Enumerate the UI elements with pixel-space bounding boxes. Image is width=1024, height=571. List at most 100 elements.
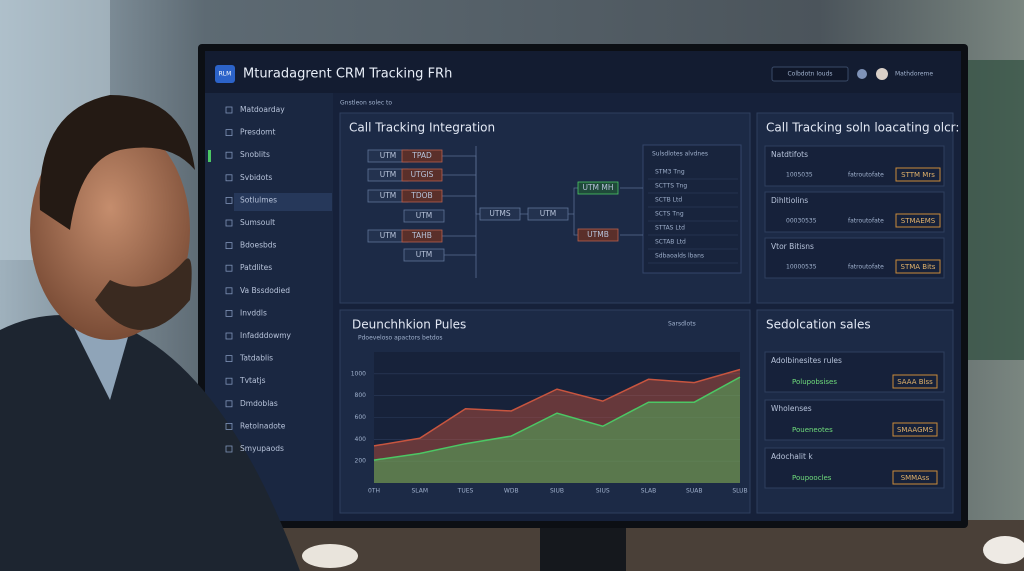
- badge: STMA Bits: [901, 263, 936, 271]
- breadcrumb: Gnstleon solec to: [340, 100, 392, 107]
- sidebar-item: Presdomt: [240, 128, 275, 137]
- sidebar-icon: [225, 355, 233, 363]
- card-value: Poueneotes: [792, 426, 833, 434]
- x-tick-label: SLAM: [411, 488, 428, 495]
- badge: [895, 213, 941, 228]
- card-status: fatroutofate: [848, 172, 884, 179]
- card-name: Wholenses: [771, 404, 812, 413]
- flow-node: [527, 207, 569, 221]
- sidebar-item: Va Bssdodied: [240, 286, 290, 295]
- sidebar-item: Patdlites: [240, 263, 272, 272]
- x-tick-label: SLAB: [641, 488, 657, 495]
- list-item: STTAS Ltd: [655, 225, 685, 232]
- sidebar-item: Sumsoult: [240, 218, 275, 227]
- card-number: 00030535: [786, 218, 817, 225]
- card: [764, 145, 945, 187]
- flow-node: [577, 181, 619, 195]
- card: [764, 351, 945, 393]
- flow-node-label: UTMB: [587, 230, 609, 239]
- flow-node-label: UTM MH: [582, 183, 613, 192]
- sidebar-item: Sotlulmes: [240, 195, 277, 204]
- list-title: Sulsdlotes alvdnes: [652, 151, 708, 158]
- flow-node-label: UTMS: [489, 209, 511, 218]
- card: [764, 191, 945, 233]
- flow-node: [401, 168, 443, 182]
- sidebar-icon: [225, 219, 233, 227]
- flow-node-label: TPAD: [411, 151, 432, 160]
- badge: SMAAGMS: [897, 426, 934, 434]
- chart-subtitle: Pdoeveloso apactors betdos: [358, 335, 443, 342]
- sidebar-icon: [225, 151, 233, 159]
- person: [0, 95, 300, 571]
- panel-title: Call Tracking Integration: [349, 121, 495, 135]
- flow-node-label: UTGIS: [411, 170, 434, 179]
- sidebar-item: Tvtatjs: [239, 376, 266, 385]
- flow-node-label: UTM: [380, 231, 397, 240]
- card-status: fatroutofate: [848, 264, 884, 271]
- flow-node-label: TAHB: [411, 231, 432, 240]
- card-name: Dihltiolins: [771, 196, 808, 205]
- sidebar-icon: [225, 332, 233, 340]
- y-tick-label: 400: [355, 436, 367, 443]
- panel-title: Sedolcation sales: [766, 318, 871, 332]
- panel-title: Call Tracking soln loacating olcr:: [766, 121, 959, 135]
- flow-node-label: TDOB: [410, 191, 432, 200]
- list-item: SCTB Ltd: [655, 197, 682, 204]
- sidebar-item: Smyupaods: [240, 444, 284, 453]
- list-item: SCTS Tng: [655, 211, 684, 218]
- x-tick-label: 0TH: [368, 488, 380, 495]
- list-item: SCTTS Tng: [655, 183, 687, 190]
- flow-node-label: UTM: [380, 170, 397, 179]
- sidebar-item: Bdoesbds: [240, 241, 277, 250]
- flow-node-label: UTM: [380, 191, 397, 200]
- list-item: Sdbaoalds lbans: [655, 253, 704, 260]
- flow-node: [401, 229, 443, 243]
- x-tick-label: SUAB: [686, 488, 702, 495]
- cup: [983, 536, 1024, 564]
- sidebar-item: Snoblits: [240, 150, 270, 159]
- badge: STTM Mrs: [901, 171, 935, 179]
- y-tick-label: 1000: [351, 370, 366, 377]
- y-tick-label: 200: [355, 458, 367, 465]
- sidebar-item: Tatdablis: [239, 354, 273, 363]
- sidebar-indicator: [208, 150, 211, 162]
- badge: [895, 167, 941, 182]
- card: [764, 399, 945, 441]
- sidebar-icon: [225, 242, 233, 250]
- sidebar-icon: [225, 196, 233, 204]
- x-tick-label: SIUB: [550, 488, 564, 495]
- search-box: [771, 66, 849, 82]
- sidebar-item: Invddls: [240, 308, 267, 317]
- badge: SAAA Blss: [897, 378, 933, 386]
- flow-node-label: UTM: [416, 211, 433, 220]
- sidebar-item: Dmdoblas: [240, 399, 278, 408]
- sidebar-icon: [225, 287, 233, 295]
- badge: [892, 374, 938, 389]
- monitor-stand: [540, 528, 626, 571]
- sidebar-icon: [225, 377, 233, 385]
- line: [373, 376, 741, 461]
- card-number: 10000535: [786, 264, 817, 271]
- sidebar-icon: [225, 129, 233, 137]
- sidebar-active: [234, 193, 332, 211]
- area: [374, 369, 740, 483]
- legend-label: Sarsdlots: [668, 321, 696, 328]
- sidebar-icon: [225, 445, 233, 453]
- flow-node: [577, 228, 619, 242]
- card-name: Adochalit k: [771, 452, 813, 461]
- chart-title: Deunchhkion Pules: [352, 318, 466, 332]
- flow-node: [403, 248, 445, 262]
- sidebar-item: Infadddowmy: [240, 331, 292, 340]
- user-name: Mathdoreme: [895, 71, 933, 78]
- line: [373, 368, 741, 447]
- card-value: Poupoocles: [792, 474, 832, 482]
- sidebar-icon: [225, 400, 233, 408]
- logo-box: [215, 65, 235, 83]
- list-item: SCTAB Ltd: [655, 239, 686, 246]
- flow-node-label: UTM: [380, 151, 397, 160]
- badge: [892, 422, 938, 437]
- badge: SMMAss: [901, 474, 930, 482]
- flow-node: [479, 207, 521, 221]
- sidebar-item: Retolnadote: [240, 421, 286, 430]
